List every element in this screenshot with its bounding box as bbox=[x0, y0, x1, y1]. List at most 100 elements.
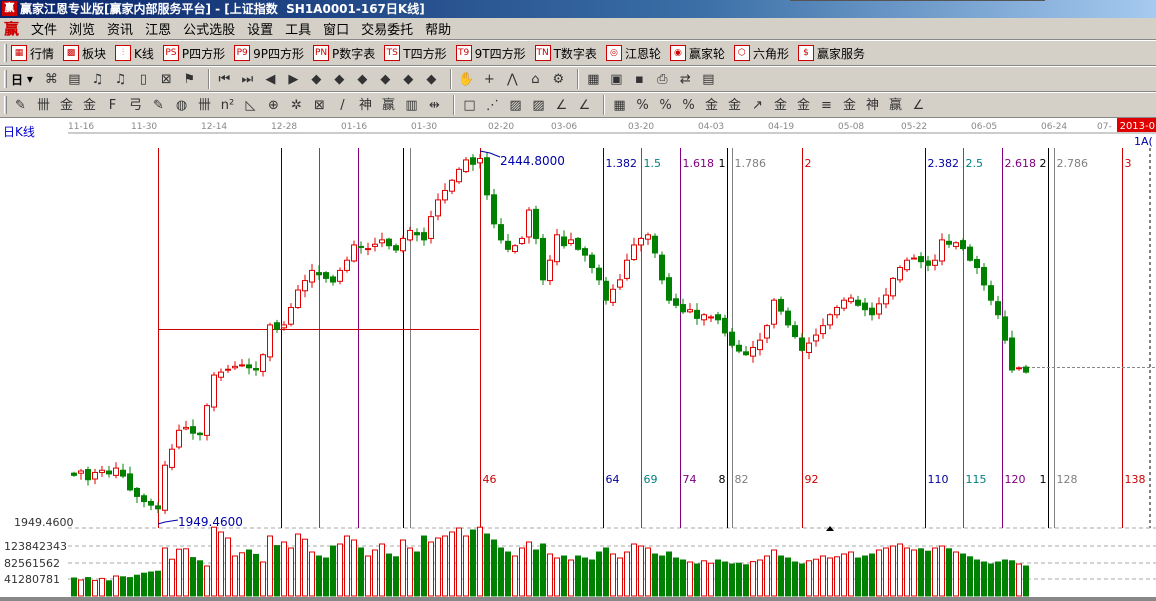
toolbar-button-p9[interactable]: P9 9P四方形 bbox=[234, 45, 304, 62]
gold2-icon[interactable]: 金 bbox=[82, 97, 96, 113]
gann-icon[interactable]: ⊠ bbox=[160, 71, 172, 87]
menu-item-8[interactable]: 交易委托 bbox=[361, 23, 414, 38]
bottom-scrollbar[interactable] bbox=[0, 597, 1156, 601]
arrow-icon[interactable]: ↗ bbox=[752, 97, 763, 113]
ruler-icon[interactable]: ▥ bbox=[405, 97, 418, 113]
toolbar-grip[interactable] bbox=[4, 96, 7, 114]
f-lines-icon[interactable]: F bbox=[108, 97, 117, 113]
angle4-icon[interactable]: ∠ bbox=[912, 97, 925, 113]
toolbar-button-quote-grid[interactable]: ▦ 行情 bbox=[11, 45, 54, 62]
grid-lines2-icon[interactable]: 卌 bbox=[197, 97, 211, 113]
percent-icon[interactable]: % bbox=[659, 97, 672, 113]
diamond-shrink-icon[interactable]: ◆ bbox=[380, 71, 391, 87]
last-bar-icon[interactable]: ⏭ bbox=[241, 71, 254, 87]
shen-icon[interactable]: 神 bbox=[358, 97, 372, 113]
brain-icon[interactable]: ⚙ bbox=[552, 71, 565, 87]
circle-grid-icon[interactable]: ◍ bbox=[175, 97, 188, 113]
box-icon[interactable]: □ bbox=[463, 97, 476, 113]
toolbar-button-kline[interactable]: ⫶ K线 bbox=[115, 45, 154, 62]
menu-logo-icon[interactable]: 赢 bbox=[4, 20, 20, 38]
menu-item-7[interactable]: 窗口 bbox=[323, 23, 350, 38]
pattern-icon[interactable]: ⌘ bbox=[44, 71, 58, 87]
shen2-icon[interactable]: 神 bbox=[865, 97, 879, 113]
percent2-icon[interactable]: % bbox=[682, 97, 695, 113]
fan-box2-icon[interactable]: ▨ bbox=[532, 97, 545, 113]
print-icon[interactable]: ⎙ bbox=[657, 71, 668, 87]
candle-type-icon[interactable]: ▯ bbox=[139, 71, 147, 87]
angle-icon[interactable]: / bbox=[340, 97, 345, 113]
gold3-icon[interactable]: 金 bbox=[704, 97, 718, 113]
toolbar-button-tn[interactable]: TN T数字表 bbox=[534, 45, 597, 62]
fan-icon[interactable]: ⋰ bbox=[486, 97, 499, 113]
diamond-expand-icon[interactable]: ◆ bbox=[426, 71, 437, 87]
menu-item-3[interactable]: 江恩 bbox=[145, 23, 172, 38]
toolbar-button-t9[interactable]: T9 9T四方形 bbox=[455, 45, 526, 62]
menu-item-2[interactable]: 资讯 bbox=[107, 23, 134, 38]
ying2-icon[interactable]: 赢 bbox=[888, 97, 902, 113]
web-icon[interactable]: ⊠ bbox=[314, 97, 325, 113]
width-icon[interactable]: ⇹ bbox=[429, 97, 440, 113]
spiral-icon[interactable]: 弓 bbox=[128, 97, 142, 113]
menu-item-4[interactable]: 公式选股 bbox=[183, 23, 236, 38]
gold7-icon[interactable]: 金 bbox=[842, 97, 856, 113]
toolbar-button-pn[interactable]: PN P数字表 bbox=[313, 45, 375, 62]
menu-item-0[interactable]: 文件 bbox=[31, 23, 58, 38]
trade-icon[interactable]: ⇄ bbox=[679, 71, 691, 87]
toolbar-button-dollar[interactable]: $ 赢家服务 bbox=[797, 45, 865, 62]
menu-item-6[interactable]: 工具 bbox=[285, 23, 312, 38]
triangle-icon[interactable]: ◺ bbox=[245, 97, 256, 113]
clipboard-icon[interactable]: ▤ bbox=[68, 71, 81, 87]
diamond-left-icon[interactable]: ◆ bbox=[311, 71, 322, 87]
first-bar-icon[interactable]: ⏮ bbox=[218, 71, 231, 87]
title-bar-field[interactable] bbox=[790, 0, 1045, 1]
tower-icon[interactable]: ⌂ bbox=[531, 71, 540, 87]
pen2-icon[interactable]: ✎ bbox=[153, 97, 164, 113]
diamond-expand-v-icon[interactable]: ◆ bbox=[403, 71, 414, 87]
line-tool-icon[interactable]: ⋀ bbox=[507, 71, 518, 87]
ying-icon[interactable]: 赢 bbox=[381, 97, 395, 113]
percent-circle-icon[interactable]: % bbox=[636, 97, 649, 113]
toolbar-button-ts[interactable]: TS T四方形 bbox=[384, 45, 447, 62]
toolbar-button-hexagon[interactable]: ⬡ 六角形 bbox=[733, 45, 789, 62]
graph-icon[interactable]: ▤ bbox=[702, 71, 715, 87]
scroll-left-icon[interactable]: ◀ bbox=[265, 71, 276, 87]
chart-window-icon[interactable]: ▣ bbox=[610, 71, 623, 87]
diamond-horizontal-icon[interactable]: ◆ bbox=[357, 71, 368, 87]
toolbar-grip[interactable] bbox=[4, 44, 7, 62]
toolbar-grip[interactable] bbox=[4, 70, 7, 88]
volume-bar bbox=[99, 577, 105, 597]
star-icon[interactable]: ✲ bbox=[291, 97, 302, 113]
calendar-icon[interactable]: ▦ bbox=[587, 71, 600, 87]
target-icon[interactable]: ⊕ bbox=[268, 97, 279, 113]
gold5-icon[interactable]: 金 bbox=[773, 97, 787, 113]
fan-box-icon[interactable]: ▨ bbox=[509, 97, 522, 113]
gold6-icon[interactable]: 金 bbox=[796, 97, 810, 113]
menu-item-9[interactable]: 帮助 bbox=[425, 23, 452, 38]
drawing-toolbar: ✎ 卌金金 F 弓 ✎ ◍ 卌 n² ◺ ⊕ ✲ ⊠ / 神赢 ▥ ⇹ □ ⋰ ▨ ▨ ∠ ∠ ▦%%% 金金 ↗ 金金 ≡ 金神赢 ∠ bbox=[0, 92, 1156, 118]
n2-icon[interactable]: n² bbox=[220, 97, 235, 113]
grid-lines-icon[interactable]: 卌 bbox=[36, 97, 50, 113]
pen-icon[interactable]: ✎ bbox=[15, 97, 26, 113]
gold-icon[interactable]: 金 bbox=[59, 97, 73, 113]
toolbar-button-gann-wheel[interactable]: ◎ 江恩轮 bbox=[605, 45, 661, 62]
diamond-right-icon[interactable]: ◆ bbox=[334, 71, 345, 87]
hand-icon[interactable]: ✋ bbox=[458, 71, 475, 87]
toolbar-button-winner-wheel[interactable]: ◉ 赢家轮 bbox=[669, 45, 725, 62]
kline-chart[interactable]: 11-16 11-30 12-14 12-28 01-16 01-30 02-20 03-06… bbox=[0, 118, 1156, 601]
lines-icon[interactable]: ≡ bbox=[821, 97, 832, 113]
flag-icon[interactable]: ⚑ bbox=[183, 71, 196, 87]
gold4-icon[interactable]: 金 bbox=[727, 97, 741, 113]
save-icon[interactable]: ▪ bbox=[634, 71, 644, 87]
wave9-icon[interactable]: ♫ bbox=[114, 71, 127, 87]
menu-item-1[interactable]: 浏览 bbox=[69, 23, 96, 38]
menu-item-5[interactable]: 设置 bbox=[247, 23, 274, 38]
toolbar-button-ps[interactable]: PS P四方形 bbox=[162, 45, 225, 62]
wave3-icon[interactable]: ♫ bbox=[91, 71, 104, 87]
scroll-right-icon[interactable]: ▶ bbox=[288, 71, 299, 87]
crosshair-icon[interactable]: + bbox=[483, 71, 495, 87]
period-dropdown[interactable]: 日 ▾ bbox=[11, 71, 33, 88]
table-icon[interactable]: ▦ bbox=[613, 97, 626, 113]
angle3-icon[interactable]: ∠ bbox=[578, 97, 591, 113]
toolbar-button-sector-blocks[interactable]: ▩ 板块 bbox=[63, 45, 106, 62]
angle2-icon[interactable]: ∠ bbox=[555, 97, 568, 113]
